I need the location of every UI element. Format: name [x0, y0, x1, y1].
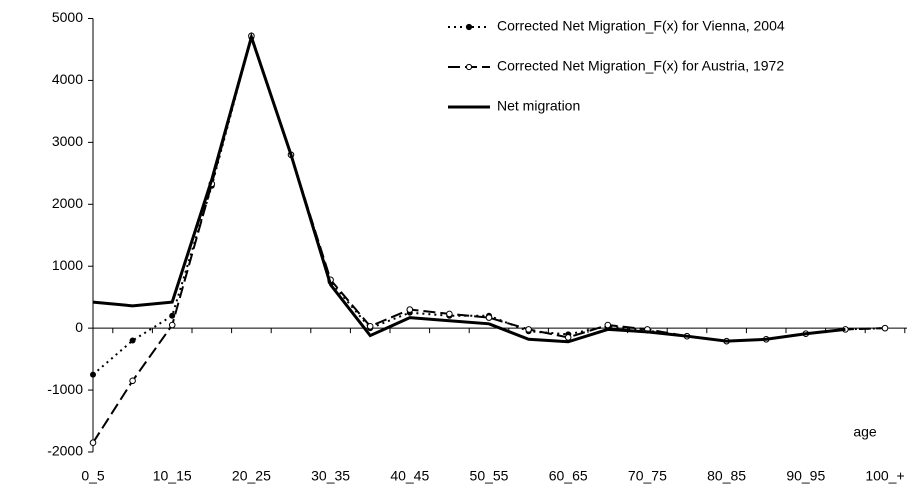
x-tick-label: 40_45 — [390, 468, 429, 484]
x-tick-label: 80_85 — [707, 468, 746, 484]
x-tick-label: 90_95 — [786, 468, 825, 484]
point — [169, 312, 176, 319]
point — [881, 324, 889, 332]
x-tick-label: 60_65 — [549, 468, 588, 484]
legend-marker — [465, 23, 473, 31]
x-tick-label: 20_25 — [232, 468, 271, 484]
x-tick-label: 30_35 — [311, 468, 350, 484]
y-tick-label: 5000 — [52, 9, 83, 25]
y-tick-label: 0 — [75, 319, 83, 335]
y-tick-label: 1000 — [52, 257, 83, 273]
point — [525, 326, 532, 333]
legend-marker — [465, 63, 473, 71]
y-tick-label: 4000 — [52, 71, 83, 87]
series-line — [92, 31, 846, 344]
point — [89, 439, 97, 447]
x-tick-label: 50_55 — [470, 468, 509, 484]
point — [604, 321, 612, 329]
x-tick-label: 0_5 — [81, 468, 105, 484]
point — [168, 321, 176, 329]
point — [406, 306, 414, 313]
point — [446, 310, 453, 318]
x-tick-label: 10_15 — [153, 468, 192, 484]
series-line — [92, 32, 886, 444]
point — [129, 337, 136, 344]
point — [564, 334, 572, 341]
y-tick-label: -2000 — [47, 443, 83, 459]
point — [485, 314, 493, 321]
legend-label: Corrected Net Migration_F(x) for Austria… — [497, 58, 784, 74]
y-tick-label: 2000 — [52, 195, 83, 211]
point — [90, 371, 96, 378]
point — [366, 322, 374, 330]
point — [129, 377, 136, 385]
legend-label: Corrected Net Migration_F(x) for Vienna,… — [497, 18, 785, 34]
y-tick-label: -1000 — [47, 381, 83, 397]
x-tick-label: 70_75 — [628, 468, 667, 484]
x-axis-label: age — [853, 424, 877, 440]
x-tick-label: 100_+ — [865, 468, 904, 484]
legend-label: Net migration — [497, 98, 580, 114]
y-tick-label: 3000 — [52, 133, 83, 149]
